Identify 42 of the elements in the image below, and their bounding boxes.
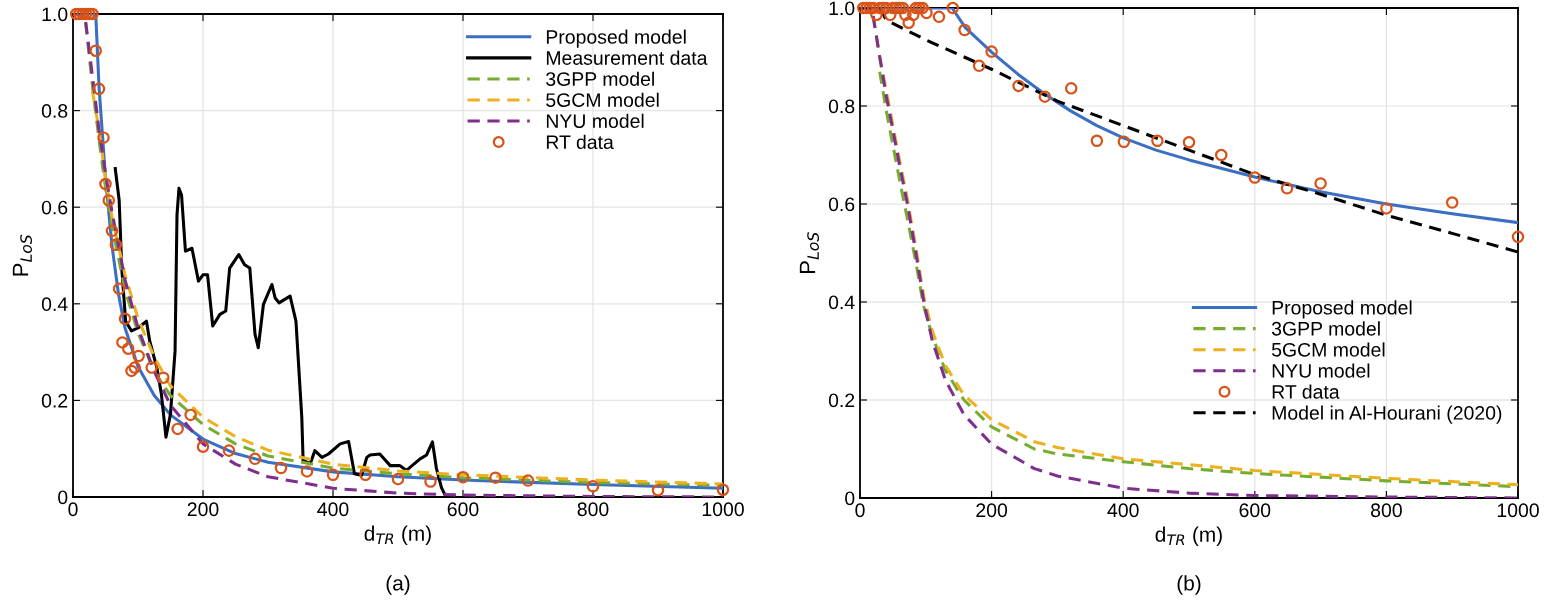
y-tick-label: 0.6: [828, 197, 855, 212]
x-tick-label: 600: [447, 502, 479, 517]
y-tick-label: 0.4: [41, 297, 68, 312]
legend-label: Proposed model: [546, 29, 686, 48]
x-axis-title: d$_{TR}$ (m): [1155, 526, 1222, 546]
x-tick-label: 600: [1239, 503, 1271, 518]
legend-label: Model in Al-Hourani (2020): [1272, 405, 1502, 424]
y-tick-label: 0.8: [828, 99, 855, 114]
x-tick-label: 400: [1107, 503, 1139, 518]
x-tick-label: 800: [1371, 503, 1402, 518]
x-tick-label: 400: [317, 502, 349, 517]
text: (b): [1177, 575, 1201, 595]
legend-label: 3GPP model: [1271, 321, 1380, 336]
legend-label: 3GPP model: [546, 71, 654, 86]
y-tick-label: 0: [845, 491, 855, 506]
legend-label: Proposed model: [1272, 300, 1412, 319]
x-tick-label: 1000: [1497, 503, 1539, 518]
y-tick-label: 0.6: [41, 200, 68, 215]
x-tick-label: 0: [68, 502, 78, 517]
y-tick-label: 1.0: [42, 7, 68, 22]
y-tick-label: 1.0: [829, 1, 855, 16]
y-tick-label: 0.2: [828, 393, 855, 408]
text: (a): [386, 575, 410, 595]
legend-label: 5GCM model: [1271, 342, 1385, 357]
x-tick-label: 1000: [702, 502, 744, 517]
legend-label: 5GCM model: [546, 92, 659, 107]
legend-label: Measurement data: [546, 50, 708, 65]
legend-label: NYU model: [1272, 363, 1370, 378]
y-tick-label: 0.4: [828, 295, 855, 310]
legend-label: NYU model: [546, 113, 644, 129]
legend-label: RT data: [546, 134, 614, 150]
y-axis-title: P$_{LoS}$: [12, 234, 32, 276]
x-tick-label: 800: [577, 502, 609, 517]
y-tick-label: 0.8: [41, 104, 68, 118]
y-tick-label: 0.2: [41, 393, 68, 408]
y-tick-label: 0: [58, 490, 68, 505]
x-tick-label: 0: [855, 503, 865, 518]
x-axis-title: d$_{TR}$ (m): [364, 525, 431, 545]
x-tick-label: 200: [976, 503, 1008, 518]
legend-label: RT data: [1272, 384, 1340, 399]
y-axis-title: P$_{LoS}$: [799, 232, 819, 274]
x-tick-label: 200: [187, 502, 219, 517]
